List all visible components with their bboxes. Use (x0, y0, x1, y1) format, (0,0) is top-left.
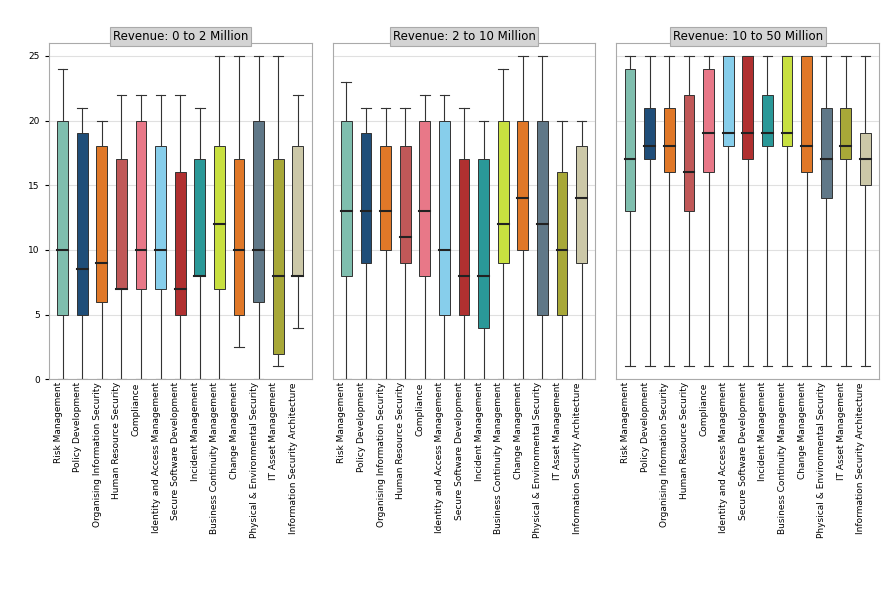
Bar (175, 173, 186, 315)
Bar (341, 121, 352, 276)
Bar (458, 159, 470, 315)
Bar (97, 146, 107, 302)
Bar (781, 56, 792, 146)
Bar (518, 121, 528, 250)
Bar (136, 121, 147, 289)
Bar (860, 133, 871, 185)
Bar (479, 159, 489, 327)
Bar (762, 95, 773, 146)
Bar (194, 159, 205, 276)
Bar (742, 56, 753, 159)
Bar (801, 56, 812, 173)
Bar (419, 121, 430, 276)
Text: Revenue: 2 to 10 Million: Revenue: 2 to 10 Million (392, 30, 535, 43)
Bar (821, 108, 831, 198)
Bar (292, 146, 304, 276)
Text: Revenue: 0 to 2 Million: Revenue: 0 to 2 Million (113, 30, 248, 43)
Bar (840, 108, 852, 159)
Bar (664, 108, 675, 173)
Bar (380, 146, 391, 250)
Bar (684, 95, 694, 211)
Bar (723, 56, 733, 146)
Bar (253, 121, 264, 302)
Bar (76, 133, 88, 315)
Bar (703, 69, 714, 173)
Text: Revenue: 10 to 50 Million: Revenue: 10 to 50 Million (673, 30, 823, 43)
Bar (116, 159, 127, 289)
Bar (400, 146, 410, 263)
Bar (557, 173, 567, 315)
Bar (645, 108, 655, 159)
Bar (498, 121, 509, 263)
Bar (576, 146, 587, 263)
Bar (214, 146, 225, 289)
Bar (439, 121, 449, 315)
Bar (273, 159, 283, 354)
Bar (155, 146, 166, 289)
Bar (234, 159, 244, 315)
Bar (537, 121, 548, 315)
Bar (57, 121, 68, 315)
Bar (361, 133, 371, 263)
Bar (624, 69, 636, 211)
